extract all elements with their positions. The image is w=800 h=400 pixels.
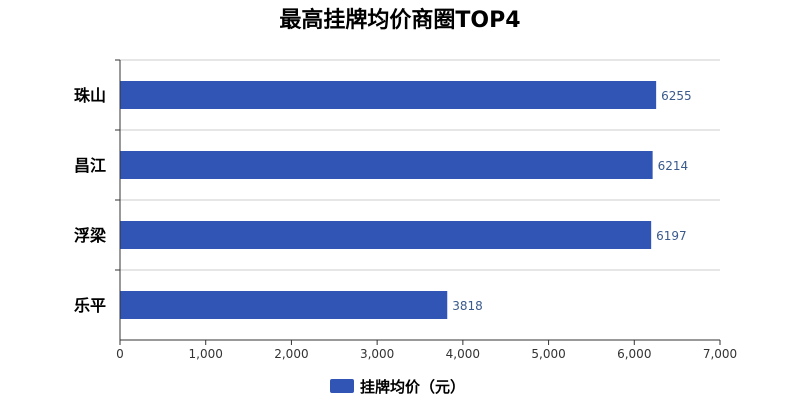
legend-swatch[interactable] [330, 379, 354, 393]
bars [120, 81, 657, 319]
bar-2[interactable] [120, 221, 652, 249]
category-label: 乐平 [74, 296, 106, 315]
data-label: 3818 [452, 299, 483, 313]
legend-label[interactable]: 挂牌均价（元） [360, 378, 465, 396]
x-tick-label: 2,000 [274, 347, 308, 361]
x-tick-label: 0 [116, 347, 124, 361]
chart-title: 最高挂牌均价商圈TOP4 [279, 7, 520, 33]
x-tick-label: 4,000 [446, 347, 480, 361]
x-tick-label: 6,000 [617, 347, 651, 361]
data-label: 6214 [658, 159, 689, 173]
category-label: 浮梁 [74, 226, 107, 245]
axes: 0 1,000 2,000 3,000 4,000 5,000 6,000 7,000 [115, 59, 737, 361]
x-tick-label: 7,000 [703, 347, 737, 361]
bar-1[interactable] [120, 151, 653, 179]
labels: 珠山 6255 昌江 6214 浮梁 6197 乐平 3818 [74, 86, 692, 315]
x-tick-label: 1,000 [189, 347, 223, 361]
bar-0[interactable] [120, 81, 657, 109]
legend[interactable]: 挂牌均价（元） [330, 378, 465, 396]
category-label: 昌江 [74, 156, 106, 175]
data-label: 6255 [661, 89, 692, 103]
data-label: 6197 [656, 229, 687, 243]
x-tick-label: 3,000 [360, 347, 394, 361]
x-tick-label: 5,000 [531, 347, 565, 361]
bar-3[interactable] [120, 291, 448, 319]
category-label: 珠山 [74, 86, 106, 105]
